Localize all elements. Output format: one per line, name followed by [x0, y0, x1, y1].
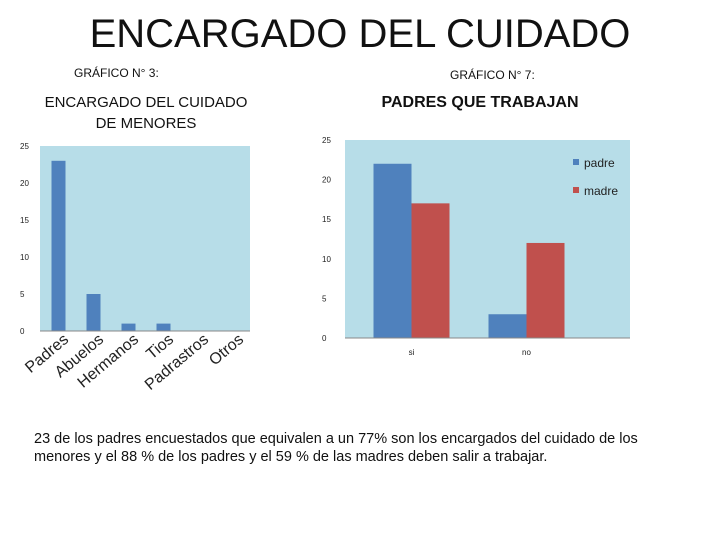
- chart1-y-tick-label: 25: [20, 142, 29, 151]
- chart1-bar-padres: [51, 160, 66, 331]
- chart2-y-tick-label: 5: [322, 294, 327, 303]
- chart1-category-label: Padrastros: [142, 331, 212, 394]
- chart2-bar-padre-no: [488, 314, 527, 338]
- chart1-bar-abuelos: [86, 294, 101, 331]
- chart1-y-tick-label: 5: [20, 290, 25, 299]
- chart2-bar-padre-si: [373, 163, 412, 338]
- chart2-y-tick-label: 0: [322, 334, 327, 343]
- chart1-title: ENCARGADO DEL CUIDADO DE MENORES: [44, 94, 248, 132]
- legend-swatch-padre: [573, 159, 579, 165]
- chart2-y-tick-label: 10: [322, 255, 331, 264]
- chart2-y-tick-label: 20: [322, 176, 331, 185]
- chart1-y-tick-label: 20: [20, 179, 29, 188]
- chart2-y-tick-label: 25: [322, 136, 331, 145]
- chart1-plot-area: [40, 146, 250, 331]
- chart1-y-tick-label: 15: [20, 216, 29, 225]
- chart1-y-tick-label: 0: [20, 327, 25, 336]
- chart1-bar-tios: [156, 323, 171, 331]
- legend-label-padre: padre: [584, 156, 615, 170]
- chart2-bar-madre-no: [526, 242, 565, 338]
- chart2-bar-madre-si: [411, 203, 450, 338]
- slide-title: ENCARGADO DEL CUIDADO: [89, 12, 631, 56]
- chart2-y-tick-label: 15: [322, 215, 331, 224]
- chart1-y-tick-label: 10: [20, 253, 29, 262]
- chart1-category-label: Otros: [206, 331, 247, 369]
- chart3-number-label: GRÁFICO N° 3:: [74, 66, 159, 80]
- legend-swatch-madre: [573, 187, 579, 193]
- chart1-bar-hermanos: [121, 323, 136, 331]
- chart2-category-label: si: [409, 348, 415, 357]
- chart7-number-label: GRÁFICO N° 7:: [450, 68, 535, 82]
- chart2-title: PADRES QUE TRABAJAN: [381, 94, 579, 111]
- caption-text: 23 de los padres encuestados que equival…: [34, 431, 638, 465]
- chart2-category-label: no: [522, 348, 531, 357]
- legend-label-madre: madre: [584, 184, 618, 198]
